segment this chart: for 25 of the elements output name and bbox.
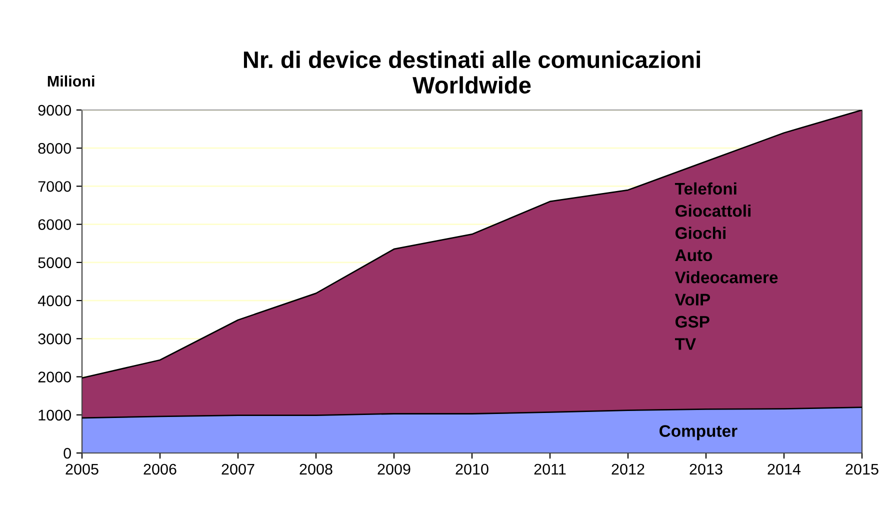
x-tick-label: 2011 (534, 464, 566, 475)
x-tick-label: 2005 (66, 464, 98, 475)
y-tick-label: 1000 (38, 410, 71, 421)
y-tick-label: 5000 (38, 257, 71, 268)
y-axis-title: Milioni (48, 75, 94, 87)
x-tick-label: 2009 (378, 464, 410, 475)
y-tick-label: 4000 (38, 295, 71, 306)
x-tick-label: 2006 (144, 464, 176, 475)
x-tick-label: 2010 (456, 464, 488, 475)
y-tick-label: 7000 (38, 181, 71, 192)
x-tick-label: 2014 (768, 464, 801, 475)
y-tick-label: 0 (64, 448, 71, 459)
x-tick-label: 2013 (690, 464, 722, 475)
x-tick-label: 2008 (300, 464, 332, 475)
y-tick-label: 6000 (38, 219, 71, 230)
y-tick-label: 8000 (38, 142, 71, 154)
y-tick-label: 9000 (38, 104, 71, 116)
y-tick-label: 2000 (38, 372, 71, 382)
chart-title: Nr. di device destinati alle comunicazioni Worldwide (244, 50, 700, 94)
x-tick-label: 2012 (612, 464, 644, 475)
x-tick-label: 2015 (846, 464, 878, 475)
x-tick-label: 2007 (222, 464, 254, 475)
series-label: Computer (660, 425, 738, 440)
series-label: Telefoni Giocattoli Giochi Auto Videocamere VoIP GSP TV (674, 182, 778, 350)
y-tick-label: 3000 (38, 334, 71, 344)
